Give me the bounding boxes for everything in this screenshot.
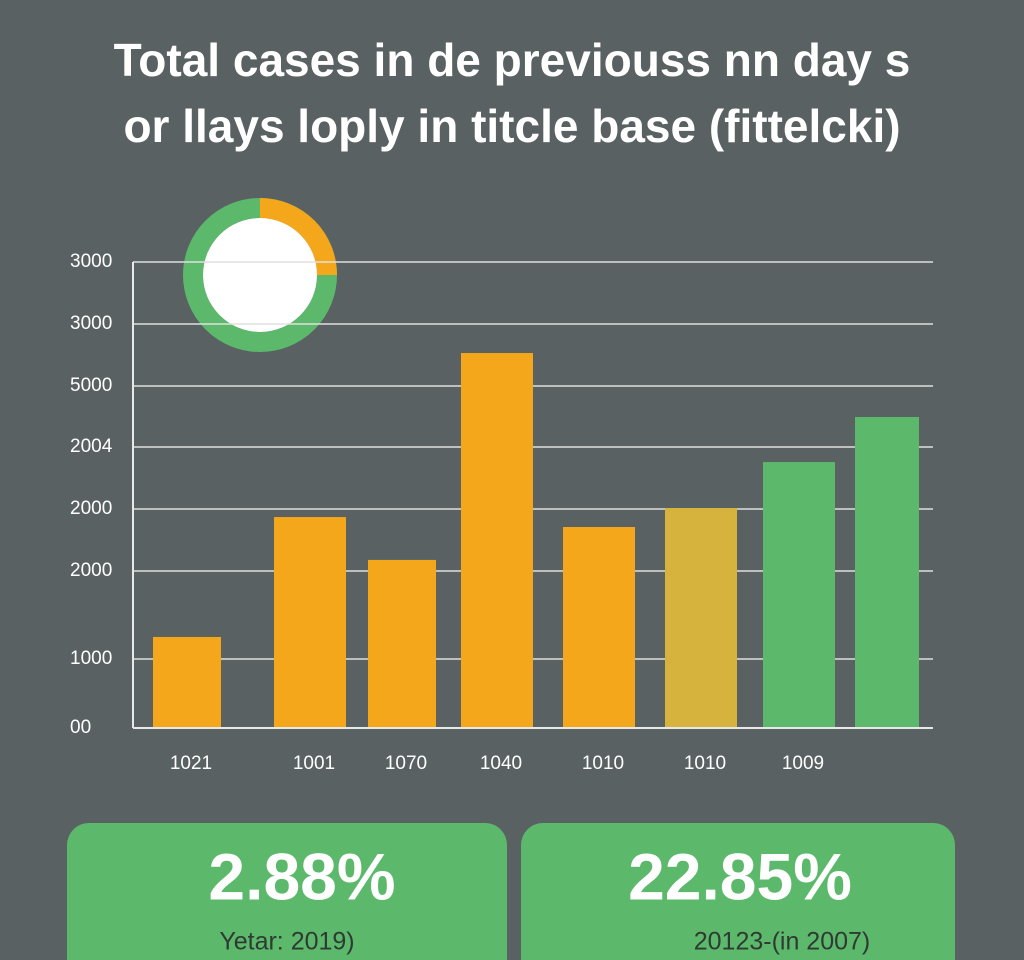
y-tick-label: 00: [70, 717, 91, 738]
chart-subtitle: or llays loply in titcle base (fittelcki…: [123, 100, 900, 152]
donut-icon: [183, 198, 337, 352]
bar: [665, 508, 737, 728]
y-tick-label: 5000: [70, 375, 112, 396]
stat-value: 22.85%: [628, 839, 852, 913]
x-tick-label: 1040: [480, 753, 522, 774]
bar: [461, 353, 533, 728]
bar: [274, 517, 346, 728]
x-tick-label: 1010: [684, 753, 726, 774]
donut-segment: [260, 198, 337, 275]
x-tick-label: 1001: [293, 753, 335, 774]
y-tick-label: 2000: [70, 498, 112, 519]
chart-title: Total cases in de previouss nn day s: [114, 34, 911, 86]
bar: [563, 526, 635, 728]
bar: [368, 559, 436, 728]
stat-card: [67, 823, 507, 960]
stat-card: [521, 823, 955, 960]
x-tick-label: 1010: [582, 753, 624, 774]
stat-value: 2.88%: [208, 839, 395, 913]
stat-caption: 20123-(in 2007): [694, 928, 871, 956]
y-tick-label: 2004: [70, 436, 113, 457]
y-tick-label: 1000: [70, 648, 112, 669]
plot: 00 1000 2000 2000 2004 5000 3000 3000 1021 1001 10…: [70, 251, 933, 774]
x-tick-label: 1021: [170, 753, 212, 774]
y-tick-label: 2000: [70, 560, 112, 581]
bar: [855, 417, 919, 728]
y-tick-label: 3000: [70, 251, 112, 272]
x-tick-label: 1009: [782, 753, 824, 774]
bar: [153, 636, 221, 728]
bar: [763, 462, 835, 728]
stat-caption: Yetar: 2019): [219, 928, 354, 956]
x-tick-label: 1070: [385, 753, 427, 774]
donut-hole: [203, 218, 317, 332]
y-tick-label: 3000: [70, 313, 112, 334]
